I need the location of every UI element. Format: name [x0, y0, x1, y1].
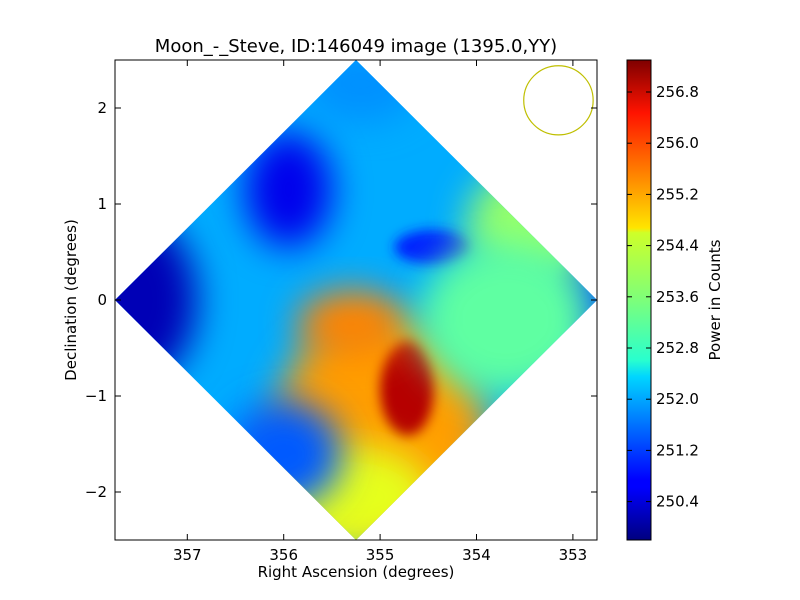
colorbar-tick-label: 255.2 — [656, 185, 699, 203]
x-tick-label: 355 — [366, 546, 395, 564]
heatmap-blob — [225, 400, 342, 507]
colorbar-tick-label: 254.4 — [656, 237, 699, 255]
colorbar-ticks: 256.8 256.0 255.2 254.4 253.6 252.8 252.0 251.2… — [627, 83, 699, 511]
colorbar-tick-label: 253.6 — [656, 288, 699, 306]
colorbar-tick-label: 252.8 — [656, 339, 699, 357]
y-tick-label: 1 — [97, 195, 107, 213]
x-axis-label: Right Ascension (degrees) — [258, 563, 455, 581]
colorbar-tick-label: 250.4 — [656, 493, 699, 511]
colorbar-tick-label: 252.0 — [656, 390, 699, 408]
heatmap-blob — [298, 290, 405, 358]
colorbar — [626, 59, 652, 541]
x-tick-label: 356 — [269, 546, 298, 564]
heatmap-blob — [418, 242, 593, 396]
heatmap-blob — [380, 340, 435, 437]
x-tick-label: 354 — [462, 546, 491, 564]
heatmap-blob — [115, 213, 197, 387]
y-tick-label: −2 — [85, 483, 107, 501]
colorbar-tick-label: 256.8 — [656, 83, 699, 101]
heatmap-blob — [302, 60, 419, 123]
y-tick-label: −1 — [85, 387, 107, 405]
x-tick-label: 353 — [559, 546, 588, 564]
x-axis-ticks: 357 356 355 354 353 — [173, 60, 587, 564]
x-tick-label: 357 — [173, 546, 202, 564]
y-axis-label: Declination (degrees) — [62, 219, 80, 381]
heatmap-image — [115, 60, 597, 540]
y-tick-label: 2 — [97, 99, 107, 117]
y-axis-ticks: 2 1 0 −1 −2 — [85, 99, 597, 501]
beam-marker-circle — [523, 65, 594, 136]
colorbar-tick-label: 251.2 — [656, 441, 699, 459]
heatmap-blob — [394, 229, 472, 265]
y-tick-label: 0 — [97, 291, 107, 309]
colorbar-label: Power in Counts — [706, 239, 724, 360]
heatmap-blob — [245, 132, 332, 248]
colorbar-tick-label: 256.0 — [656, 134, 699, 152]
chart-title: Moon_-_Steve, ID:146049 image (1395.0,YY… — [155, 36, 557, 57]
